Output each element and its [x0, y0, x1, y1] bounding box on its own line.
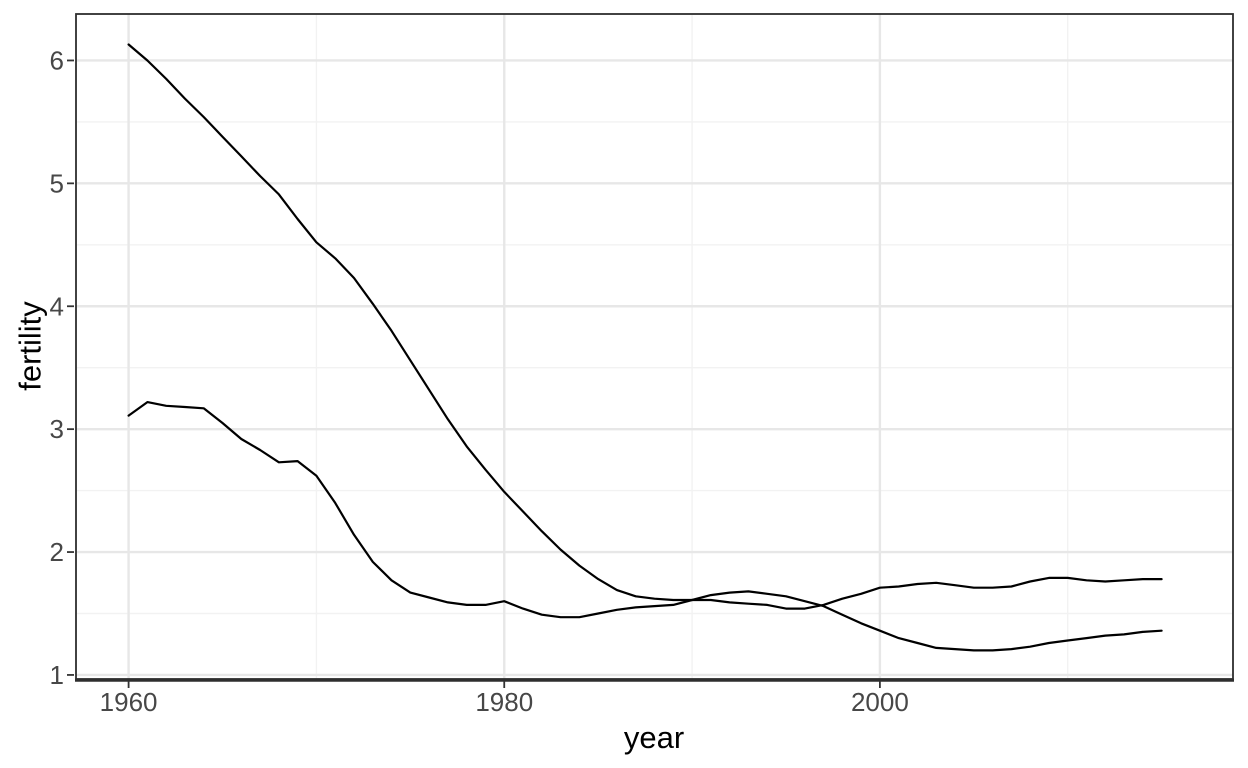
x-axis-title: year [624, 720, 684, 755]
x-tick-label: 1980 [475, 687, 533, 717]
panel-background [76, 14, 1233, 679]
x-tick-label: 1960 [100, 687, 158, 717]
y-axis-title: fertility [13, 301, 48, 391]
y-tick-label: 3 [50, 414, 64, 444]
y-tick-label: 5 [50, 168, 64, 198]
x-tick-label: 2000 [851, 687, 909, 717]
y-tick-label: 4 [50, 291, 64, 321]
y-tick-label: 6 [50, 46, 64, 76]
fertility-line-series-1 [127, 43, 1163, 652]
y-tick-label: 2 [50, 537, 64, 567]
fertility-line-series-2 [127, 401, 1163, 619]
y-tick-label: 1 [50, 660, 64, 690]
chart-plot-area: 1960 1980 2000 1 2 3 4 5 6 [50, 13, 1234, 717]
